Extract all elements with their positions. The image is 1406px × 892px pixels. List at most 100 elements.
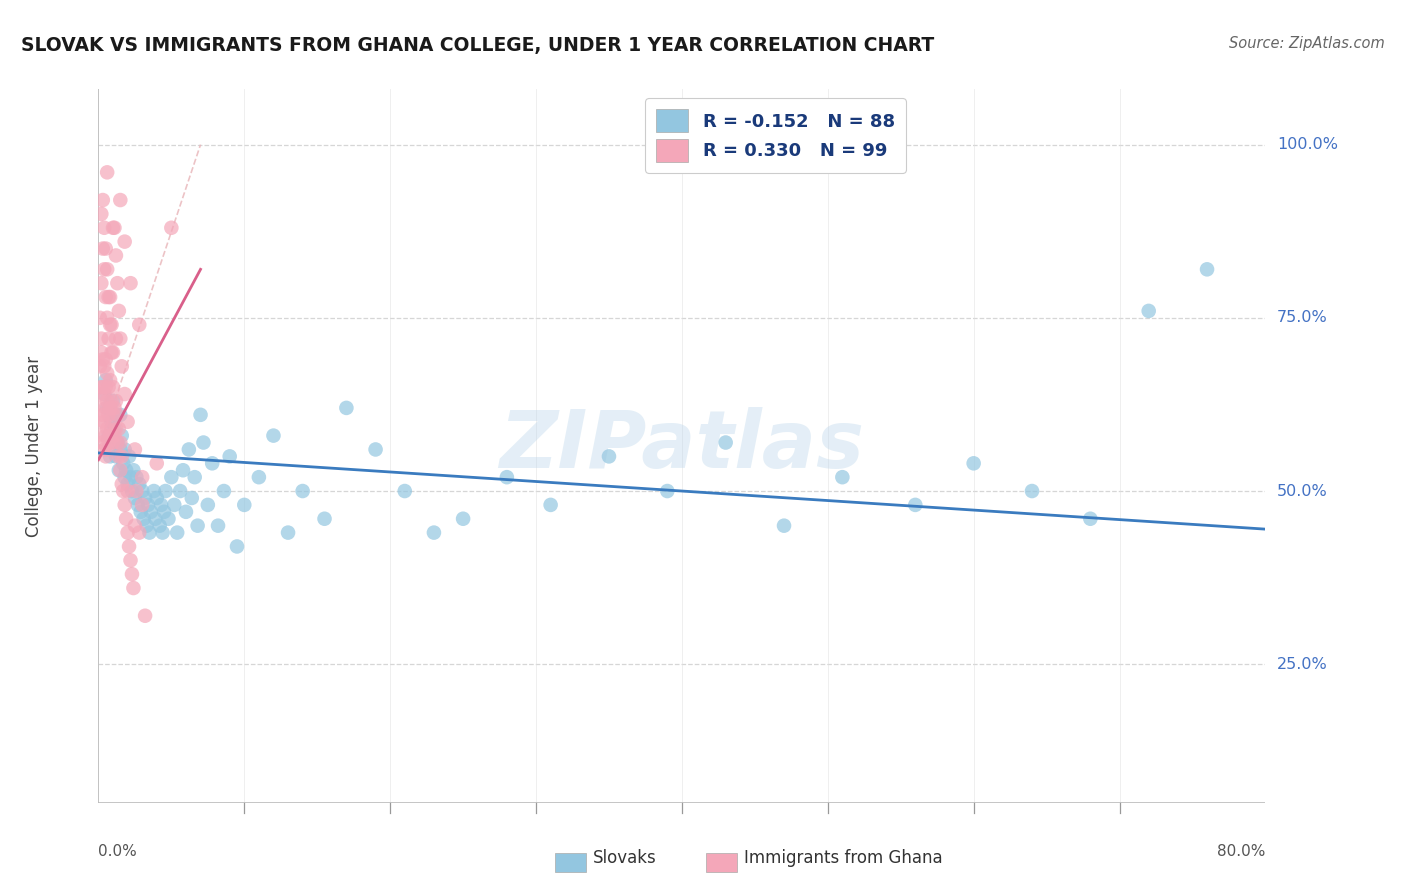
Point bbox=[187, 518, 209, 533]
Point bbox=[1137, 304, 1160, 318]
Point bbox=[105, 276, 128, 290]
Point bbox=[1021, 483, 1043, 498]
Point bbox=[134, 491, 156, 505]
Point bbox=[115, 512, 138, 526]
Point bbox=[112, 456, 135, 470]
Point bbox=[111, 428, 134, 442]
Point bbox=[91, 242, 114, 256]
Point bbox=[93, 359, 115, 374]
Point bbox=[104, 422, 127, 436]
Point bbox=[96, 422, 118, 436]
Point bbox=[108, 450, 131, 464]
Point bbox=[100, 415, 122, 429]
Point bbox=[125, 483, 148, 498]
Point bbox=[104, 332, 127, 346]
Point bbox=[122, 581, 145, 595]
Point bbox=[91, 193, 114, 207]
Point bbox=[226, 540, 249, 554]
Point bbox=[114, 387, 136, 401]
Point bbox=[142, 483, 165, 498]
Point bbox=[108, 422, 131, 436]
Point bbox=[97, 435, 120, 450]
Point bbox=[103, 422, 125, 436]
Point bbox=[101, 394, 124, 409]
Point bbox=[598, 450, 620, 464]
Point bbox=[114, 442, 136, 457]
Point bbox=[233, 498, 256, 512]
Point bbox=[117, 477, 139, 491]
Point bbox=[163, 498, 186, 512]
Point bbox=[714, 435, 737, 450]
Point bbox=[101, 380, 124, 394]
Text: 25.0%: 25.0% bbox=[1277, 657, 1327, 672]
Point bbox=[101, 408, 124, 422]
Point bbox=[124, 442, 146, 457]
Point bbox=[98, 450, 121, 464]
Point bbox=[114, 235, 136, 249]
Text: 100.0%: 100.0% bbox=[1277, 137, 1339, 153]
Point bbox=[93, 442, 115, 457]
Point bbox=[91, 435, 114, 450]
Point bbox=[160, 220, 183, 235]
Point bbox=[96, 401, 118, 415]
Point bbox=[138, 525, 160, 540]
Point bbox=[89, 359, 111, 374]
Point bbox=[100, 394, 122, 409]
Text: 75.0%: 75.0% bbox=[1277, 310, 1327, 326]
Point bbox=[201, 456, 224, 470]
Point bbox=[121, 567, 143, 582]
Point bbox=[183, 470, 205, 484]
Point bbox=[143, 512, 166, 526]
Point bbox=[94, 373, 117, 387]
Point bbox=[98, 428, 121, 442]
Point bbox=[127, 498, 149, 512]
Text: SLOVAK VS IMMIGRANTS FROM GHANA COLLEGE, UNDER 1 YEAR CORRELATION CHART: SLOVAK VS IMMIGRANTS FROM GHANA COLLEGE,… bbox=[21, 36, 935, 54]
Point bbox=[132, 512, 155, 526]
Point bbox=[111, 359, 134, 374]
Text: 80.0%: 80.0% bbox=[1218, 845, 1265, 859]
Text: 0.0%: 0.0% bbox=[98, 845, 138, 859]
Point bbox=[124, 491, 146, 505]
Point bbox=[423, 525, 446, 540]
Legend: R = -0.152   N = 88, R = 0.330   N = 99: R = -0.152 N = 88, R = 0.330 N = 99 bbox=[645, 98, 905, 173]
Point bbox=[139, 505, 162, 519]
Point bbox=[103, 428, 125, 442]
Point bbox=[172, 463, 194, 477]
Point bbox=[110, 442, 132, 457]
Point bbox=[247, 470, 270, 484]
Point bbox=[540, 498, 562, 512]
Point bbox=[90, 207, 112, 221]
Point bbox=[157, 512, 180, 526]
Point bbox=[110, 408, 132, 422]
Point bbox=[94, 380, 117, 394]
Point bbox=[91, 408, 114, 422]
Point bbox=[97, 380, 120, 394]
Point bbox=[394, 483, 416, 498]
Point bbox=[150, 498, 173, 512]
Point bbox=[128, 477, 150, 491]
Point bbox=[96, 442, 118, 457]
Point bbox=[90, 332, 112, 346]
Point bbox=[131, 470, 153, 484]
Point bbox=[1195, 262, 1218, 277]
Point bbox=[169, 483, 191, 498]
Text: Source: ZipAtlas.com: Source: ZipAtlas.com bbox=[1229, 36, 1385, 51]
Point bbox=[125, 470, 148, 484]
Text: College, Under 1 year: College, Under 1 year bbox=[25, 355, 44, 537]
Point bbox=[153, 505, 176, 519]
Point bbox=[98, 318, 121, 332]
Point bbox=[657, 483, 679, 498]
Point bbox=[212, 483, 235, 498]
Point bbox=[91, 352, 114, 367]
Point bbox=[146, 491, 169, 505]
Point bbox=[262, 428, 284, 442]
Point bbox=[94, 242, 117, 256]
Text: 50.0%: 50.0% bbox=[1277, 483, 1327, 499]
Point bbox=[193, 435, 215, 450]
Point bbox=[90, 345, 112, 359]
Point bbox=[93, 415, 115, 429]
Point bbox=[134, 608, 156, 623]
Point bbox=[117, 483, 139, 498]
Point bbox=[129, 505, 152, 519]
Point bbox=[962, 456, 984, 470]
